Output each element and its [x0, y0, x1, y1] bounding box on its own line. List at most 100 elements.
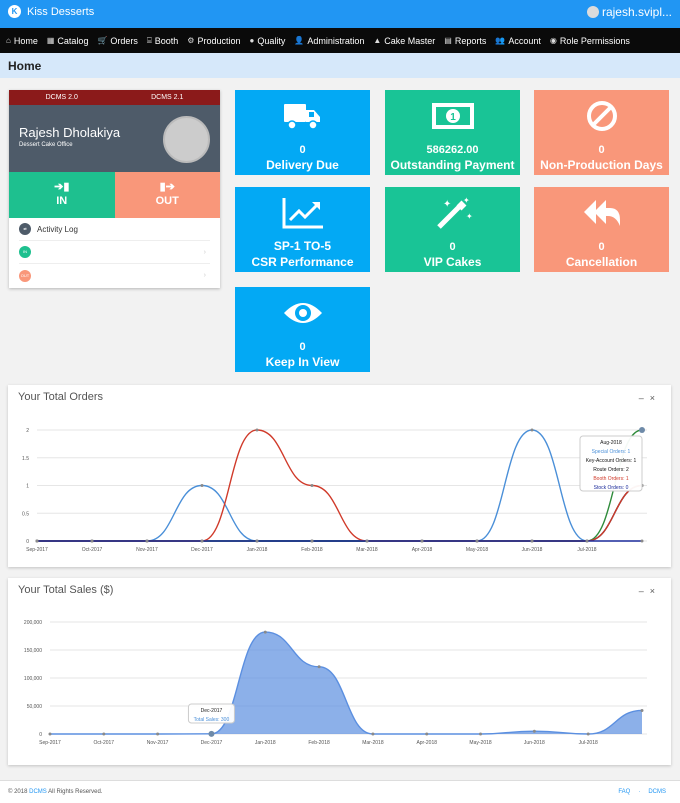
y-tick-label: 0: [26, 539, 29, 545]
nav-production[interactable]: ⚙ Production: [187, 36, 240, 46]
tile-non-production-days[interactable]: 0 Non-Production Days: [534, 90, 669, 175]
area-fill-0: [50, 632, 642, 734]
cake-master-icon: ▲: [373, 36, 382, 45]
catalog-icon: ▦: [46, 36, 55, 45]
tile-label: Delivery Due: [266, 158, 339, 172]
data-point: [263, 630, 267, 634]
nav-label: Quality: [257, 35, 286, 46]
tile-label: Cancellation: [565, 255, 638, 269]
nav-orders[interactable]: 🛒 Orders: [97, 36, 137, 46]
y-tick-label: 150,000: [24, 648, 42, 654]
sales-chart: 0 50,000 100,000 150,000 200,000 Sep-2017 Oct-…: [24, 620, 647, 746]
tile-value: 586262.00: [426, 144, 479, 156]
x-tick-label: Jul-2018: [579, 740, 598, 746]
out-badge: OUT: [19, 269, 31, 282]
tile-value: 0: [598, 241, 605, 253]
eye-icon: [235, 296, 370, 330]
nav-administration[interactable]: 👤 Administration: [294, 36, 364, 46]
tooltip-box: [187, 703, 235, 724]
magic-wand-icon: ✦ ✦ ✦: [385, 196, 520, 230]
account-icon: 👥: [495, 36, 506, 45]
rights-text: All Rights Reserved.: [48, 789, 103, 795]
data-point: [640, 708, 644, 712]
data-point: [310, 484, 314, 487]
x-tick-label: Oct-2017: [82, 547, 103, 553]
data-point: [200, 539, 204, 543]
check-out-label: OUT: [155, 195, 179, 207]
sign-in-icon: ➔▮: [54, 181, 70, 193]
nav-account[interactable]: 👥 Account: [495, 36, 541, 46]
x-tick-label: Jul-2018: [577, 547, 596, 553]
footer: © 2018 DCMS All Rights Reserved. FAQ · D…: [0, 780, 680, 803]
faq-link[interactable]: FAQ: [618, 789, 631, 795]
sales-chart-title: Your Total Sales ($): [18, 584, 114, 596]
close-button[interactable]: ×: [649, 393, 661, 403]
tab-dcms-2-1[interactable]: DCMS 2.1: [151, 94, 184, 101]
nav-booth[interactable]: ⌸ Booth: [147, 36, 178, 46]
nav-label: Production: [197, 35, 241, 46]
nav-catalog[interactable]: ▦ Catalog: [47, 36, 89, 46]
y-tick-label: 0: [39, 732, 42, 738]
y-tick-label: 2: [26, 428, 29, 434]
role-permissions-icon: ◉: [549, 36, 557, 45]
tab-dcms-2-0[interactable]: DCMS 2.0: [45, 94, 78, 101]
check-in-button[interactable]: ➔▮ IN: [9, 172, 115, 218]
profile-avatar: [163, 116, 210, 163]
nav-label: Administration: [307, 35, 365, 46]
activity-row-out[interactable]: OUT ›: [19, 264, 210, 287]
tile-keep-in-view[interactable]: 0 Keep In View: [235, 287, 370, 372]
x-tick-label: May-2018: [469, 740, 491, 746]
nav-reports[interactable]: ▤ Reports: [444, 36, 486, 46]
tooltip-anchor-point: [639, 427, 645, 433]
y-tick-label: 0.5: [22, 511, 29, 517]
page-header: Home: [0, 53, 680, 78]
y-tick-label: 1.5: [22, 456, 29, 462]
money-icon: 1: [385, 99, 520, 133]
tooltip-line: Booth Orders: 1: [593, 476, 629, 482]
nav-quality[interactable]: ● Quality: [249, 36, 285, 46]
x-tick-label: Jan-2018: [247, 547, 268, 553]
user-menu[interactable]: rajesh.svipl...: [586, 5, 672, 19]
profile-header: Rajesh Dholakiya Dessert Cake Office: [9, 105, 220, 172]
data-point: [255, 428, 259, 432]
tooltip-line: Stock Orders: 0: [594, 485, 629, 491]
nav-home[interactable]: ⌂ Home: [6, 36, 38, 46]
footer-brand-link[interactable]: DCMS: [29, 789, 47, 795]
data-point: [145, 539, 149, 543]
check-out-button[interactable]: ▮➔ OUT: [114, 172, 220, 218]
top-bar: K Kiss Desserts rajesh.svipl...: [0, 0, 680, 28]
data-point: [90, 539, 94, 543]
minimize-button[interactable]: –: [638, 586, 650, 596]
x-tick-label: Dec-2017: [191, 547, 213, 553]
brand[interactable]: K Kiss Desserts: [8, 5, 94, 18]
page-title: Home: [8, 59, 42, 73]
tile-value: 0: [299, 144, 306, 156]
data-point: [530, 539, 534, 543]
x-tick-label: May-2018: [466, 547, 488, 553]
minimize-button[interactable]: –: [638, 393, 650, 403]
y-tick-label: 100,000: [24, 676, 42, 682]
tile-delivery-due[interactable]: 0 Delivery Due: [235, 90, 370, 175]
tile-csr-performance[interactable]: SP-1 TO-5 CSR Performance: [235, 187, 370, 272]
activity-log-header[interactable]: ⇄ Activity Log: [19, 218, 210, 241]
data-point: [475, 539, 479, 543]
tile-label: Outstanding Payment: [390, 158, 515, 172]
profile-card: DCMS 2.0 DCMS 2.1 Rajesh Dholakiya Desse…: [9, 90, 220, 288]
tooltip-anchor-point: [208, 730, 215, 737]
orders-chart-panel: 0 0.5 1 1.5 2 Sep-2017 Oct-2017 Nov-2017 Dec-201…: [8, 385, 671, 567]
nav-label: Catalog: [57, 35, 89, 46]
dcms-link[interactable]: DCMS: [648, 789, 666, 795]
activity-row-in[interactable]: IN ›: [19, 241, 210, 264]
profile-name: Rajesh Dholakiya: [19, 125, 121, 140]
tile-outstanding-payment[interactable]: 1 586262.00 Outstanding Payment: [385, 90, 520, 175]
nav-role-permissions[interactable]: ◉ Role Permissions: [550, 36, 630, 46]
data-point: [479, 732, 483, 736]
production-icon: ⚙: [187, 36, 195, 45]
tile-cancellation[interactable]: 0 Cancellation: [534, 187, 669, 272]
nav-label: Orders: [110, 35, 138, 46]
close-button[interactable]: ×: [649, 586, 661, 596]
tile-vip-cakes[interactable]: ✦ ✦ ✦ 0 VIP Cakes: [385, 187, 520, 272]
profile-office: Dessert Cake Office: [19, 142, 73, 148]
user-avatar: [586, 6, 599, 18]
nav-cake-master[interactable]: ▲ Cake Master: [373, 36, 435, 46]
